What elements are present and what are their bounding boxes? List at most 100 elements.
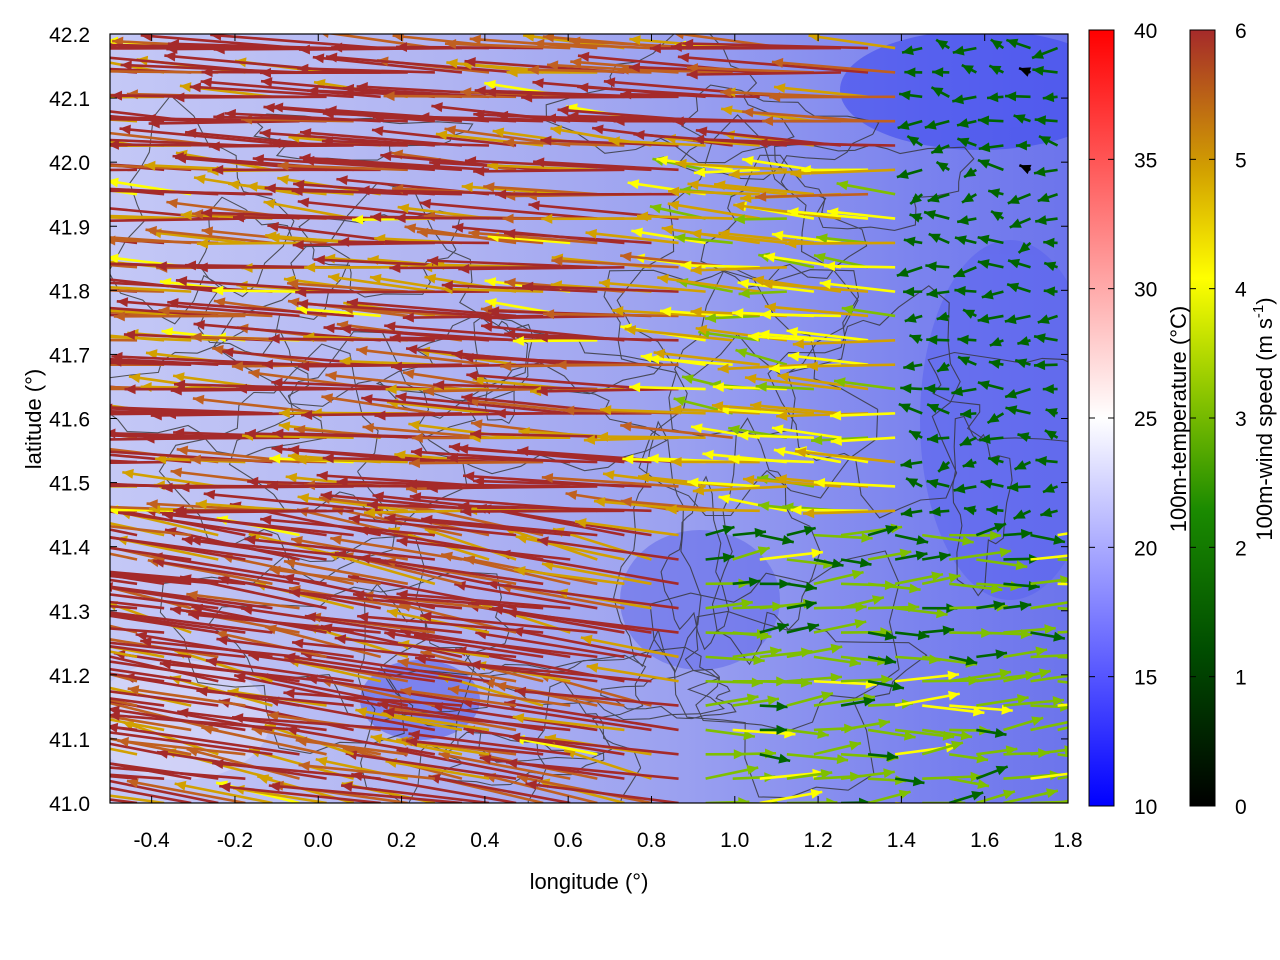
wind-vector	[327, 275, 436, 293]
wind-vector-head	[110, 139, 119, 150]
wind-vector-head	[161, 327, 174, 338]
wind-vector	[1057, 558, 1068, 562]
wind-vector	[295, 290, 490, 294]
wind-vector	[664, 136, 760, 147]
wind-vector	[665, 507, 760, 513]
wind-vector	[268, 337, 435, 342]
wind-vector-head	[372, 491, 385, 502]
wind-vector-head	[754, 527, 767, 538]
wind-vector-head	[965, 655, 978, 666]
wind-vector	[537, 538, 679, 561]
wind-vector-head	[448, 442, 461, 453]
wind-vector-head	[1017, 336, 1030, 346]
wind-vector-head	[468, 228, 480, 239]
wind-vector	[216, 637, 354, 659]
wind-vector-head	[947, 670, 960, 681]
wind-vector	[140, 639, 300, 659]
y-tick-label: 41.1	[49, 729, 90, 752]
wind-vector-head	[1053, 534, 1066, 545]
wind-vector	[304, 614, 463, 634]
wind-vector-head	[924, 120, 937, 130]
wind-vector-head	[231, 361, 243, 372]
wind-vector-head	[776, 724, 788, 735]
wind-vector-head	[1037, 192, 1050, 203]
wind-vector-head	[173, 92, 185, 103]
wind-vector-head	[929, 506, 941, 517]
wind-vector-head	[93, 141, 104, 151]
wind-vector-head	[670, 404, 682, 415]
wind-vector-head	[128, 373, 141, 383]
wind-vector	[356, 85, 544, 99]
wind-vector-head	[83, 305, 94, 315]
wind-vector-head	[675, 158, 687, 169]
wind-vector-head	[232, 212, 245, 223]
wind-vector	[1057, 775, 1068, 780]
wind-vector	[777, 374, 869, 391]
wind-vector-head	[126, 778, 139, 788]
wind-vector	[1030, 748, 1068, 756]
wind-vector	[687, 480, 760, 488]
wind-vector-head	[813, 477, 826, 488]
wind-vector-head	[186, 590, 198, 601]
wind-vector-head	[424, 273, 437, 284]
wind-vector-head	[1053, 631, 1065, 642]
wind-vector-head	[927, 433, 939, 444]
wind-vector-head	[479, 754, 492, 765]
wind-vector-head	[806, 361, 818, 372]
wind-vector-head	[259, 67, 271, 78]
wind-vector-head	[330, 534, 342, 545]
wind-vector-head	[936, 161, 949, 173]
wind-vector	[686, 66, 814, 74]
wind-vector	[352, 593, 544, 610]
wind-vector-head	[863, 696, 875, 707]
wind-vector-head	[988, 456, 1001, 466]
wind-vector-head	[620, 496, 632, 507]
wind-vector-head	[987, 92, 999, 103]
wind-vector-head	[431, 102, 443, 113]
wind-vector	[268, 567, 381, 586]
wind-vector-head	[323, 323, 335, 334]
wind-vector	[461, 185, 571, 196]
wind-vector-head	[1002, 789, 1015, 800]
wind-vector-head	[1038, 668, 1051, 679]
wind-vector-head	[277, 174, 289, 185]
wind-vector-head	[980, 478, 993, 489]
wind-vector	[152, 559, 300, 586]
wind-vector	[416, 230, 544, 245]
wind-vector-head	[657, 273, 669, 284]
wind-vector	[110, 655, 111, 657]
wind-vector	[345, 752, 517, 780]
wind-vector-head	[1045, 408, 1058, 418]
wind-vector-head	[1033, 360, 1046, 371]
wind-vector-head	[909, 430, 922, 441]
wind-vector-head	[178, 482, 190, 493]
wind-vector-head	[1019, 67, 1032, 77]
wind-vector-head	[304, 612, 317, 623]
wind-vector-head	[328, 272, 340, 283]
wind-vector-head	[924, 209, 936, 220]
wind-vector	[785, 241, 896, 246]
wind-vector-head	[938, 551, 951, 562]
wind-vector-head	[1043, 286, 1056, 297]
wind-vector-head	[416, 227, 429, 238]
wind-vector-head	[77, 397, 89, 407]
wind-vector	[533, 160, 679, 172]
wind-vector	[285, 727, 436, 756]
wind-vector-head	[1015, 560, 1028, 571]
wind-vector-head	[787, 207, 799, 218]
wind-vector-head	[346, 297, 359, 308]
wind-vector-head	[753, 655, 765, 666]
wind-vector-head	[931, 87, 944, 97]
wind-vector	[244, 537, 436, 561]
wind-vector	[513, 568, 625, 586]
wind-vector	[126, 779, 246, 803]
wind-vector	[110, 214, 192, 220]
y-axis-label: latitude (°)	[21, 369, 46, 470]
wind-vector-head	[348, 514, 361, 525]
wind-vector-head	[744, 373, 757, 384]
wind-vector	[110, 774, 138, 780]
wind-vector-head	[6, 475, 17, 485]
wind-vector-head	[357, 612, 369, 623]
wind-vector-head	[494, 408, 506, 419]
wind-vector	[1030, 554, 1068, 561]
